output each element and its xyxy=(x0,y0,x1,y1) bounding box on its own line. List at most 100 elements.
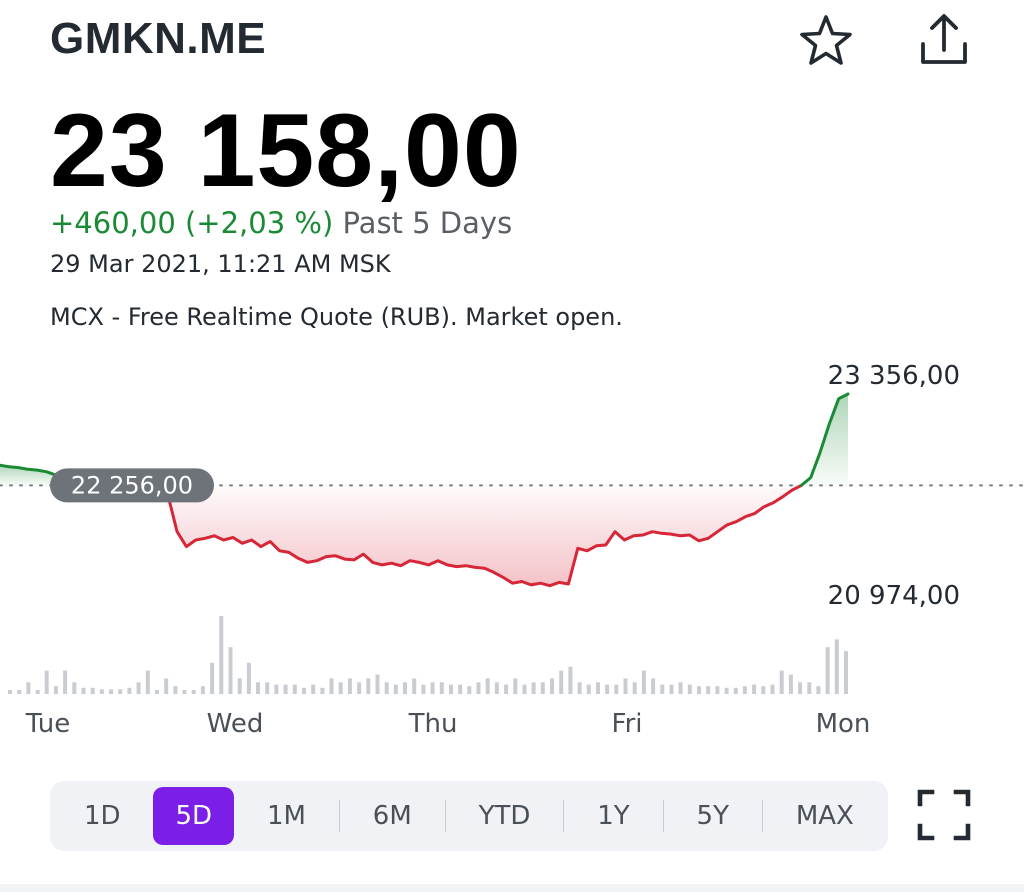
volume-bar xyxy=(504,684,509,694)
expand-button[interactable] xyxy=(914,786,974,844)
volume-bar xyxy=(384,682,389,694)
volume-bar xyxy=(761,686,766,694)
ticker-symbol: GMKN.ME xyxy=(50,14,267,63)
volume-bar xyxy=(733,687,738,694)
volume-bar xyxy=(458,684,463,694)
volume-bar xyxy=(265,682,270,694)
volume-bar xyxy=(844,651,848,694)
volume-bar xyxy=(632,682,637,694)
volume-bar xyxy=(63,670,68,694)
volume-bar xyxy=(17,690,22,694)
volume-bar xyxy=(256,682,260,694)
price-line-down-1 xyxy=(156,483,803,588)
volume-bar xyxy=(641,670,646,694)
volume-bar xyxy=(660,684,665,694)
share-button[interactable] xyxy=(915,12,973,70)
bottom-divider xyxy=(0,884,1024,892)
volume-bar xyxy=(586,684,591,694)
volume-bar xyxy=(347,678,352,694)
volume-bar xyxy=(237,678,242,694)
baseline-label: 22 256,00 xyxy=(71,471,193,499)
volume-bar xyxy=(770,684,775,694)
volume-bar xyxy=(476,682,481,694)
volume-bar xyxy=(191,690,196,694)
x-axis-label-thu: Thu xyxy=(408,709,458,739)
volume-bar xyxy=(412,678,417,694)
volume-bar xyxy=(651,678,656,694)
volume-bar xyxy=(678,682,683,694)
volume-bar xyxy=(531,682,536,694)
volume-bar xyxy=(403,682,407,694)
volume-bar xyxy=(439,682,444,694)
volume-bar xyxy=(513,678,518,694)
volume-bar xyxy=(540,682,545,694)
volume-bar xyxy=(44,670,49,694)
range-option-ytd[interactable]: YTD xyxy=(478,801,531,831)
share-icon xyxy=(921,14,967,64)
volume-bar xyxy=(430,682,435,694)
expand-icon xyxy=(917,789,971,841)
volume-bar xyxy=(807,682,812,694)
volume-bar xyxy=(329,678,334,694)
price-chart[interactable]: 22 256,00 23 356,00 20 974,00 Tue Wed Thu Fri M… xyxy=(0,350,1024,750)
volume-bar xyxy=(752,684,757,694)
volume-bar xyxy=(53,686,58,694)
volume-bar xyxy=(715,686,720,694)
volume-bar xyxy=(182,690,187,694)
volume-bar xyxy=(623,678,628,694)
volume-bar xyxy=(522,684,527,694)
volume-bar xyxy=(605,684,610,694)
volume-bar xyxy=(81,687,86,694)
volume-bar xyxy=(559,670,564,694)
volume-bar xyxy=(393,684,398,694)
volume-bar xyxy=(577,682,582,694)
volume-bar xyxy=(246,662,251,694)
volume-bar xyxy=(669,684,674,694)
volume-bar xyxy=(311,684,316,694)
volume-bar xyxy=(164,678,169,694)
volume-bar xyxy=(375,674,380,694)
volume-bar xyxy=(26,682,31,694)
range-separator xyxy=(338,800,340,832)
range-separator xyxy=(662,800,664,832)
range-option-6m[interactable]: 6M xyxy=(372,801,412,831)
volume-bar xyxy=(127,687,132,694)
volume-bar xyxy=(614,684,619,694)
volume-bar xyxy=(742,686,747,694)
volume-bar xyxy=(8,690,12,694)
range-option-1m[interactable]: 1M xyxy=(266,801,306,831)
x-axis-label-mon: Mon xyxy=(816,709,871,739)
range-separator xyxy=(444,800,446,832)
quote-timestamp: 29 Mar 2021, 11:21 AM MSK xyxy=(50,250,391,278)
volume-bar xyxy=(136,682,141,694)
volume-bar xyxy=(283,684,288,694)
volume-bar xyxy=(292,684,297,694)
volume-bar xyxy=(320,687,325,694)
volume-bar xyxy=(779,670,784,694)
x-axis-label-tue: Tue xyxy=(25,709,70,739)
volume-bar xyxy=(210,662,215,694)
market-note: MCX - Free Realtime Quote (RUB). Market … xyxy=(50,303,623,331)
area-above-baseline-0 xyxy=(0,465,159,486)
baseline-label-pill xyxy=(50,468,214,503)
range-option-5d[interactable]: 5D xyxy=(153,787,235,845)
star-icon xyxy=(800,15,852,65)
volume-bar xyxy=(596,682,600,694)
volume-bar xyxy=(366,678,371,694)
low-price-label: 20 974,00 xyxy=(828,581,960,611)
price-change: +460,00 (+2,03 %) xyxy=(50,206,334,240)
range-separator xyxy=(563,800,565,832)
range-option-1y[interactable]: 1Y xyxy=(597,801,630,831)
range-option-max[interactable]: MAX xyxy=(795,801,854,831)
current-price: 23 158,00 xyxy=(50,93,522,209)
volume-bar xyxy=(825,647,830,694)
favorite-button[interactable] xyxy=(797,12,855,70)
range-separator xyxy=(761,800,763,832)
volume-bar xyxy=(724,687,729,694)
range-option-5y[interactable]: 5Y xyxy=(696,801,729,831)
range-option-1d[interactable]: 1D xyxy=(84,801,121,831)
volume-bar xyxy=(467,686,472,694)
volume-bar xyxy=(788,674,793,694)
volume-bar xyxy=(568,666,573,694)
volume-bar xyxy=(274,684,279,694)
